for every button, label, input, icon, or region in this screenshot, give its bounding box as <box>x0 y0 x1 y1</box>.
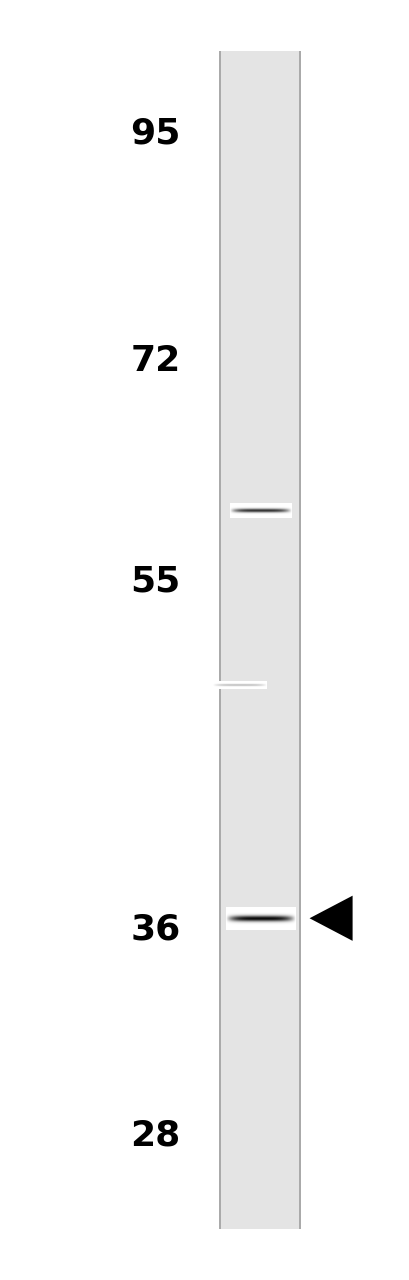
Bar <box>219 51 301 1229</box>
Text: 28: 28 <box>130 1119 180 1153</box>
Text: 36: 36 <box>130 913 180 947</box>
Text: 95: 95 <box>130 116 180 150</box>
Text: 72: 72 <box>130 344 180 378</box>
Polygon shape <box>309 896 352 941</box>
Bar <box>219 51 221 1229</box>
Bar <box>299 51 301 1229</box>
Text: 55: 55 <box>130 564 180 599</box>
